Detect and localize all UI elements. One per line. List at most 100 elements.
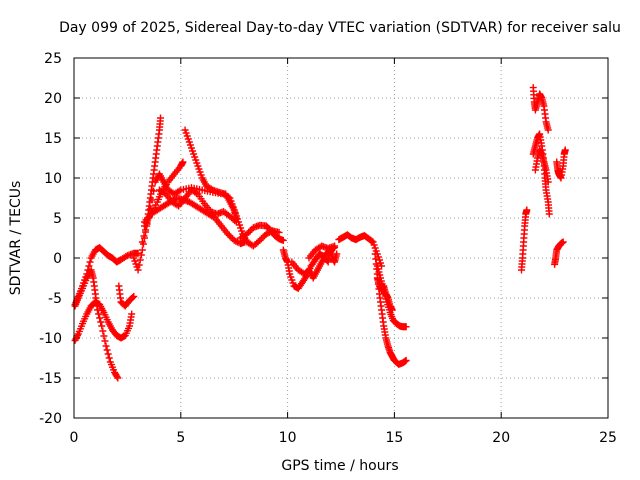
tick-labels: 0 5 10 15 20 25 -20 -15 -10 -5 0 5 10 15 20 25 <box>39 51 617 446</box>
series-arc-v <box>529 130 553 218</box>
data-point <box>104 350 112 358</box>
data-point <box>523 206 531 214</box>
data-point <box>136 256 144 264</box>
y-tick-label: -15 <box>39 371 62 387</box>
data-point <box>73 332 81 340</box>
data-point <box>227 233 235 241</box>
series-arc-c <box>71 266 122 382</box>
x-tick-label: 10 <box>279 430 297 446</box>
data-point <box>113 373 121 381</box>
data-point <box>93 306 101 314</box>
series-arc-p <box>335 231 386 270</box>
series-arc-o <box>305 242 339 262</box>
series-arc-w <box>531 146 552 186</box>
data-point <box>85 262 93 270</box>
data-point <box>264 229 272 237</box>
data-point <box>86 258 94 266</box>
data-marks <box>71 84 569 382</box>
data-point <box>544 178 552 186</box>
series-arc-s <box>373 274 396 314</box>
data-point <box>128 310 136 318</box>
data-point <box>231 217 239 225</box>
y-tick-label: -20 <box>39 411 62 427</box>
data-point <box>98 322 106 330</box>
y-tick-label: 15 <box>44 131 62 147</box>
data-point <box>103 346 111 354</box>
data-point <box>173 201 181 209</box>
data-point <box>402 356 410 364</box>
series-arc-y <box>553 146 569 182</box>
data-point <box>256 236 264 244</box>
data-point <box>102 342 110 350</box>
data-point <box>233 238 241 246</box>
y-tick-label: -5 <box>48 291 62 307</box>
data-point <box>71 336 79 344</box>
x-tick-label: 5 <box>176 430 185 446</box>
data-point <box>129 293 137 301</box>
data-point <box>207 185 215 193</box>
series-arc-h <box>181 126 240 222</box>
data-point <box>137 251 145 259</box>
data-point <box>559 238 567 246</box>
y-tick-label: 10 <box>44 171 62 187</box>
data-point <box>135 261 143 269</box>
y-tick-label: -10 <box>39 331 62 347</box>
grid <box>74 58 608 418</box>
series-arc-u <box>529 84 552 134</box>
data-point <box>99 327 107 335</box>
y-tick-label: 25 <box>44 51 62 67</box>
series-arc-q <box>371 250 410 368</box>
y-tick-label: 0 <box>53 251 62 267</box>
x-tick-label: 15 <box>385 430 403 446</box>
data-point <box>402 323 410 331</box>
y-axis-label: SDTVAR / TECUs <box>8 181 24 296</box>
series-arc-x <box>551 238 567 268</box>
data-point <box>257 235 265 243</box>
data-point <box>544 126 552 134</box>
series-arc-j <box>155 186 240 226</box>
plot-frame <box>73 57 609 419</box>
data-point <box>262 230 270 238</box>
data-point <box>259 233 267 241</box>
data-point <box>333 250 341 258</box>
data-point <box>97 318 105 326</box>
data-point <box>245 228 253 236</box>
data-point <box>142 226 150 234</box>
x-axis-label: GPS time / hours <box>281 458 398 474</box>
data-point <box>114 374 122 382</box>
data-point <box>368 237 376 245</box>
y-tick-label: 5 <box>53 211 62 227</box>
data-point <box>134 266 142 274</box>
data-point <box>275 228 283 236</box>
data-point <box>122 253 130 261</box>
data-point <box>232 218 240 226</box>
data-point <box>243 230 251 238</box>
data-point <box>130 292 138 300</box>
data-point <box>545 210 553 218</box>
data-point <box>230 236 238 244</box>
data-point <box>105 354 113 362</box>
data-point <box>140 232 148 240</box>
data-point <box>232 237 240 245</box>
data-point <box>157 114 165 122</box>
data-point <box>224 230 232 238</box>
data-point <box>148 196 156 204</box>
data-point <box>179 158 187 166</box>
x-tick-label: 0 <box>70 430 79 446</box>
y-tick-label: 20 <box>44 91 62 107</box>
series-arc-t <box>517 206 531 274</box>
data-point <box>150 187 158 195</box>
x-tick-label: 25 <box>599 430 617 446</box>
data-point <box>225 232 233 240</box>
data-point <box>95 310 103 318</box>
data-point <box>100 332 108 340</box>
data-point <box>138 246 146 254</box>
x-tick-label: 20 <box>492 430 510 446</box>
data-point <box>388 306 396 314</box>
data-point <box>561 146 569 154</box>
data-point <box>175 187 183 195</box>
chart-title: Day 099 of 2025, Sidereal Day-to-day VTE… <box>59 20 621 36</box>
data-point <box>101 337 109 345</box>
series-arc-l <box>243 227 283 250</box>
